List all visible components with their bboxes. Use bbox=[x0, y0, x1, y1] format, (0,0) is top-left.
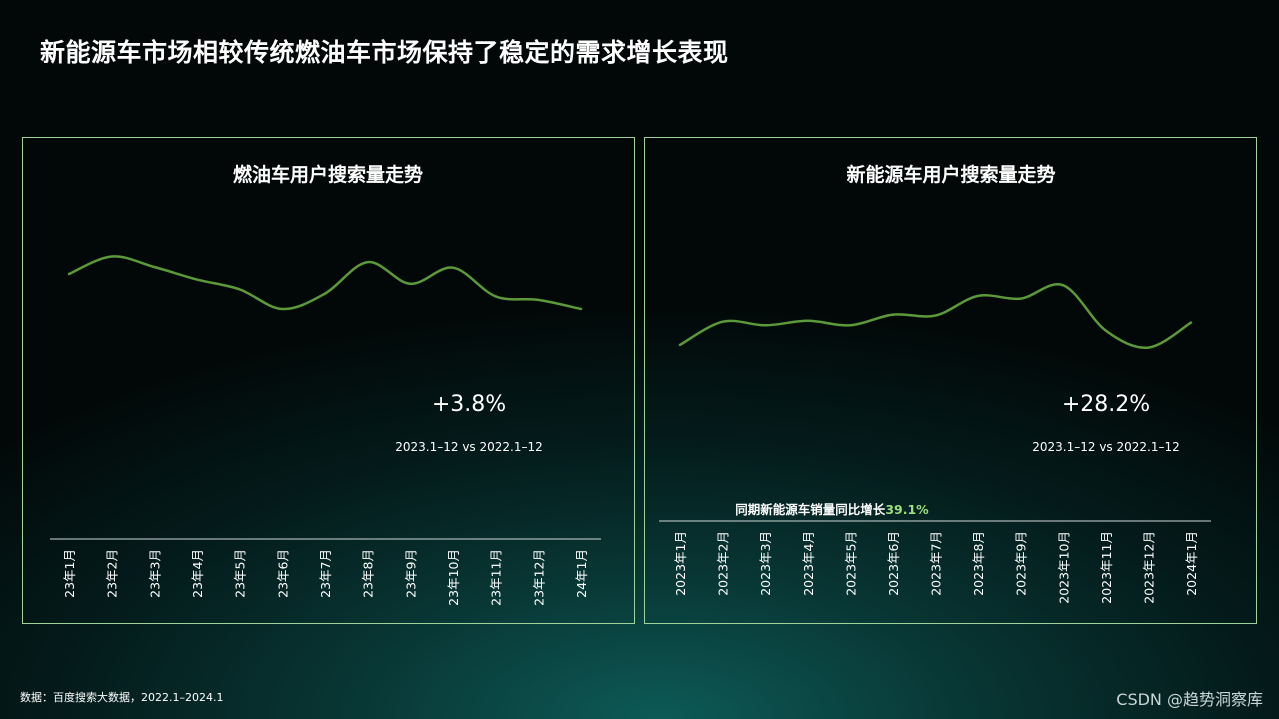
nev-chart-panel: 新能源车用户搜索量走势 +28.2% 2023.1–12 vs 2022.1–12 同… bbox=[644, 137, 1257, 624]
x-tick-label: 23年10月 bbox=[446, 549, 461, 606]
data-source-note: 数据：百度搜索大数据，2022.1–2024.1 bbox=[20, 691, 224, 704]
x-tick-label: 2023年9月 bbox=[1014, 531, 1029, 596]
x-tick-label: 23年12月 bbox=[531, 549, 546, 606]
fuel-car-chart: 燃油车用户搜索量走势 +3.8% 2023.1–12 vs 2022.1–12 23年… bbox=[50, 163, 601, 606]
x-tick-label: 2023年12月 bbox=[1141, 531, 1156, 604]
comparison-period: 2023.1–12 vs 2022.1–12 bbox=[395, 440, 543, 454]
sales-growth-note: 同期新能源车销量同比增长39.1% bbox=[735, 502, 929, 517]
series-line bbox=[67, 255, 583, 311]
x-tick-label: 2023年2月 bbox=[716, 531, 731, 596]
x-tick-label: 2023年3月 bbox=[758, 531, 773, 596]
x-tick-label: 2023年6月 bbox=[886, 531, 901, 596]
comparison-period: 2023.1–12 vs 2022.1–12 bbox=[1032, 440, 1180, 454]
x-tick-label: 2023年4月 bbox=[801, 531, 816, 596]
x-tick-label: 23年7月 bbox=[318, 549, 333, 598]
nev-chart: 新能源车用户搜索量走势 +28.2% 2023.1–12 vs 2022.1–12 同… bbox=[659, 163, 1211, 604]
chart-title: 燃油车用户搜索量走势 bbox=[233, 163, 423, 186]
watermark: CSDN @趋势洞察库 bbox=[1116, 690, 1263, 709]
x-tick-label: 2023年8月 bbox=[971, 531, 986, 596]
fuel-car-chart-panel: 燃油车用户搜索量走势 +3.8% 2023.1–12 vs 2022.1–12 23年… bbox=[22, 137, 635, 624]
x-tick-label: 23年6月 bbox=[275, 549, 290, 598]
page-title: 新能源车市场相较传统燃油车市场保持了稳定的需求增长表现 bbox=[40, 38, 729, 67]
sales-growth-label: 同期新能源车销量同比增长 bbox=[735, 502, 886, 517]
x-tick-label: 23年2月 bbox=[105, 549, 120, 598]
x-tick-label: 2023年11月 bbox=[1099, 531, 1114, 604]
x-tick-label: 23年8月 bbox=[361, 549, 376, 598]
x-tick-label: 23年9月 bbox=[403, 549, 418, 598]
x-tick-label: 23年5月 bbox=[233, 549, 248, 598]
x-tick-label: 2023年1月 bbox=[673, 531, 688, 596]
x-tick-label: 24年1月 bbox=[574, 549, 589, 598]
x-tick-label: 2023年7月 bbox=[929, 531, 944, 596]
x-tick-label: 23年11月 bbox=[489, 549, 504, 606]
x-tick-label: 23年4月 bbox=[190, 549, 205, 598]
x-tick-label: 23年3月 bbox=[147, 549, 162, 598]
growth-value: +3.8% bbox=[432, 392, 506, 417]
x-tick-label: 2024年1月 bbox=[1184, 531, 1199, 596]
x-tick-label: 23年1月 bbox=[62, 549, 77, 598]
x-tick-label: 2023年5月 bbox=[843, 531, 858, 596]
series-line bbox=[678, 283, 1193, 349]
growth-value: +28.2% bbox=[1062, 392, 1150, 417]
x-tick-label: 2023年10月 bbox=[1056, 531, 1071, 604]
sales-growth-value: 39.1% bbox=[885, 502, 929, 517]
chart-title: 新能源车用户搜索量走势 bbox=[846, 163, 1055, 186]
